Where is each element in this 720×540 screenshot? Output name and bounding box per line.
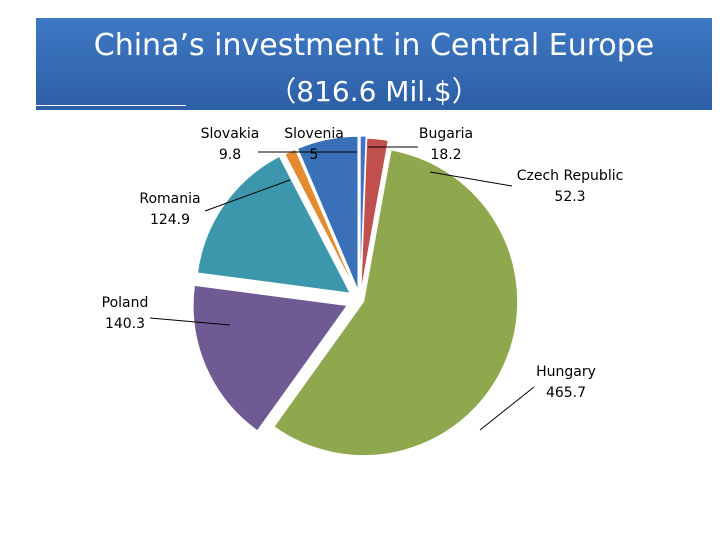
pie-slice-poland bbox=[192, 284, 349, 432]
data-label-value-slovakia: 9.8 bbox=[219, 147, 241, 163]
data-label-name-slovenia: Slovenia bbox=[284, 126, 344, 142]
leader-line-czech-republic bbox=[429, 171, 513, 187]
data-label-value-bugaria: 18.2 bbox=[430, 147, 461, 163]
chart-title: China’s investment in Central Europe bbox=[93, 28, 655, 63]
data-label-name-slovakia: Slovakia bbox=[201, 126, 260, 142]
pie-slice-czech-republic bbox=[297, 135, 359, 291]
chart-subtitle: （816.6 Mil.$） bbox=[268, 75, 480, 108]
data-label-name-bugaria: Bugaria bbox=[419, 126, 473, 142]
pie-slice-hungary bbox=[273, 149, 519, 457]
data-label-name-hungary: Hungary bbox=[536, 364, 596, 380]
pie-slice-romania bbox=[196, 155, 352, 294]
title-band: China’s investment in Central Europe （81… bbox=[36, 18, 712, 110]
data-label-value-slovenia: 5 bbox=[310, 147, 319, 163]
data-label-name-czech-republic: Czech Republic bbox=[517, 168, 624, 184]
data-label-name-romania: Romania bbox=[139, 191, 200, 207]
title-underline bbox=[36, 105, 186, 106]
data-label-value-romania: 124.9 bbox=[150, 212, 190, 228]
pie-slice-slovenia bbox=[359, 135, 367, 291]
leader-line-poland bbox=[149, 317, 231, 326]
data-label-value-czech-republic: 52.3 bbox=[554, 189, 585, 205]
data-label-name-poland: Poland bbox=[102, 295, 149, 311]
leader-line-hungary bbox=[479, 386, 535, 431]
leader-line-romania bbox=[204, 179, 291, 212]
pie-slice-bugaria bbox=[360, 137, 389, 293]
data-label-value-poland: 140.3 bbox=[105, 316, 145, 332]
data-label-value-hungary: 465.7 bbox=[546, 385, 586, 401]
